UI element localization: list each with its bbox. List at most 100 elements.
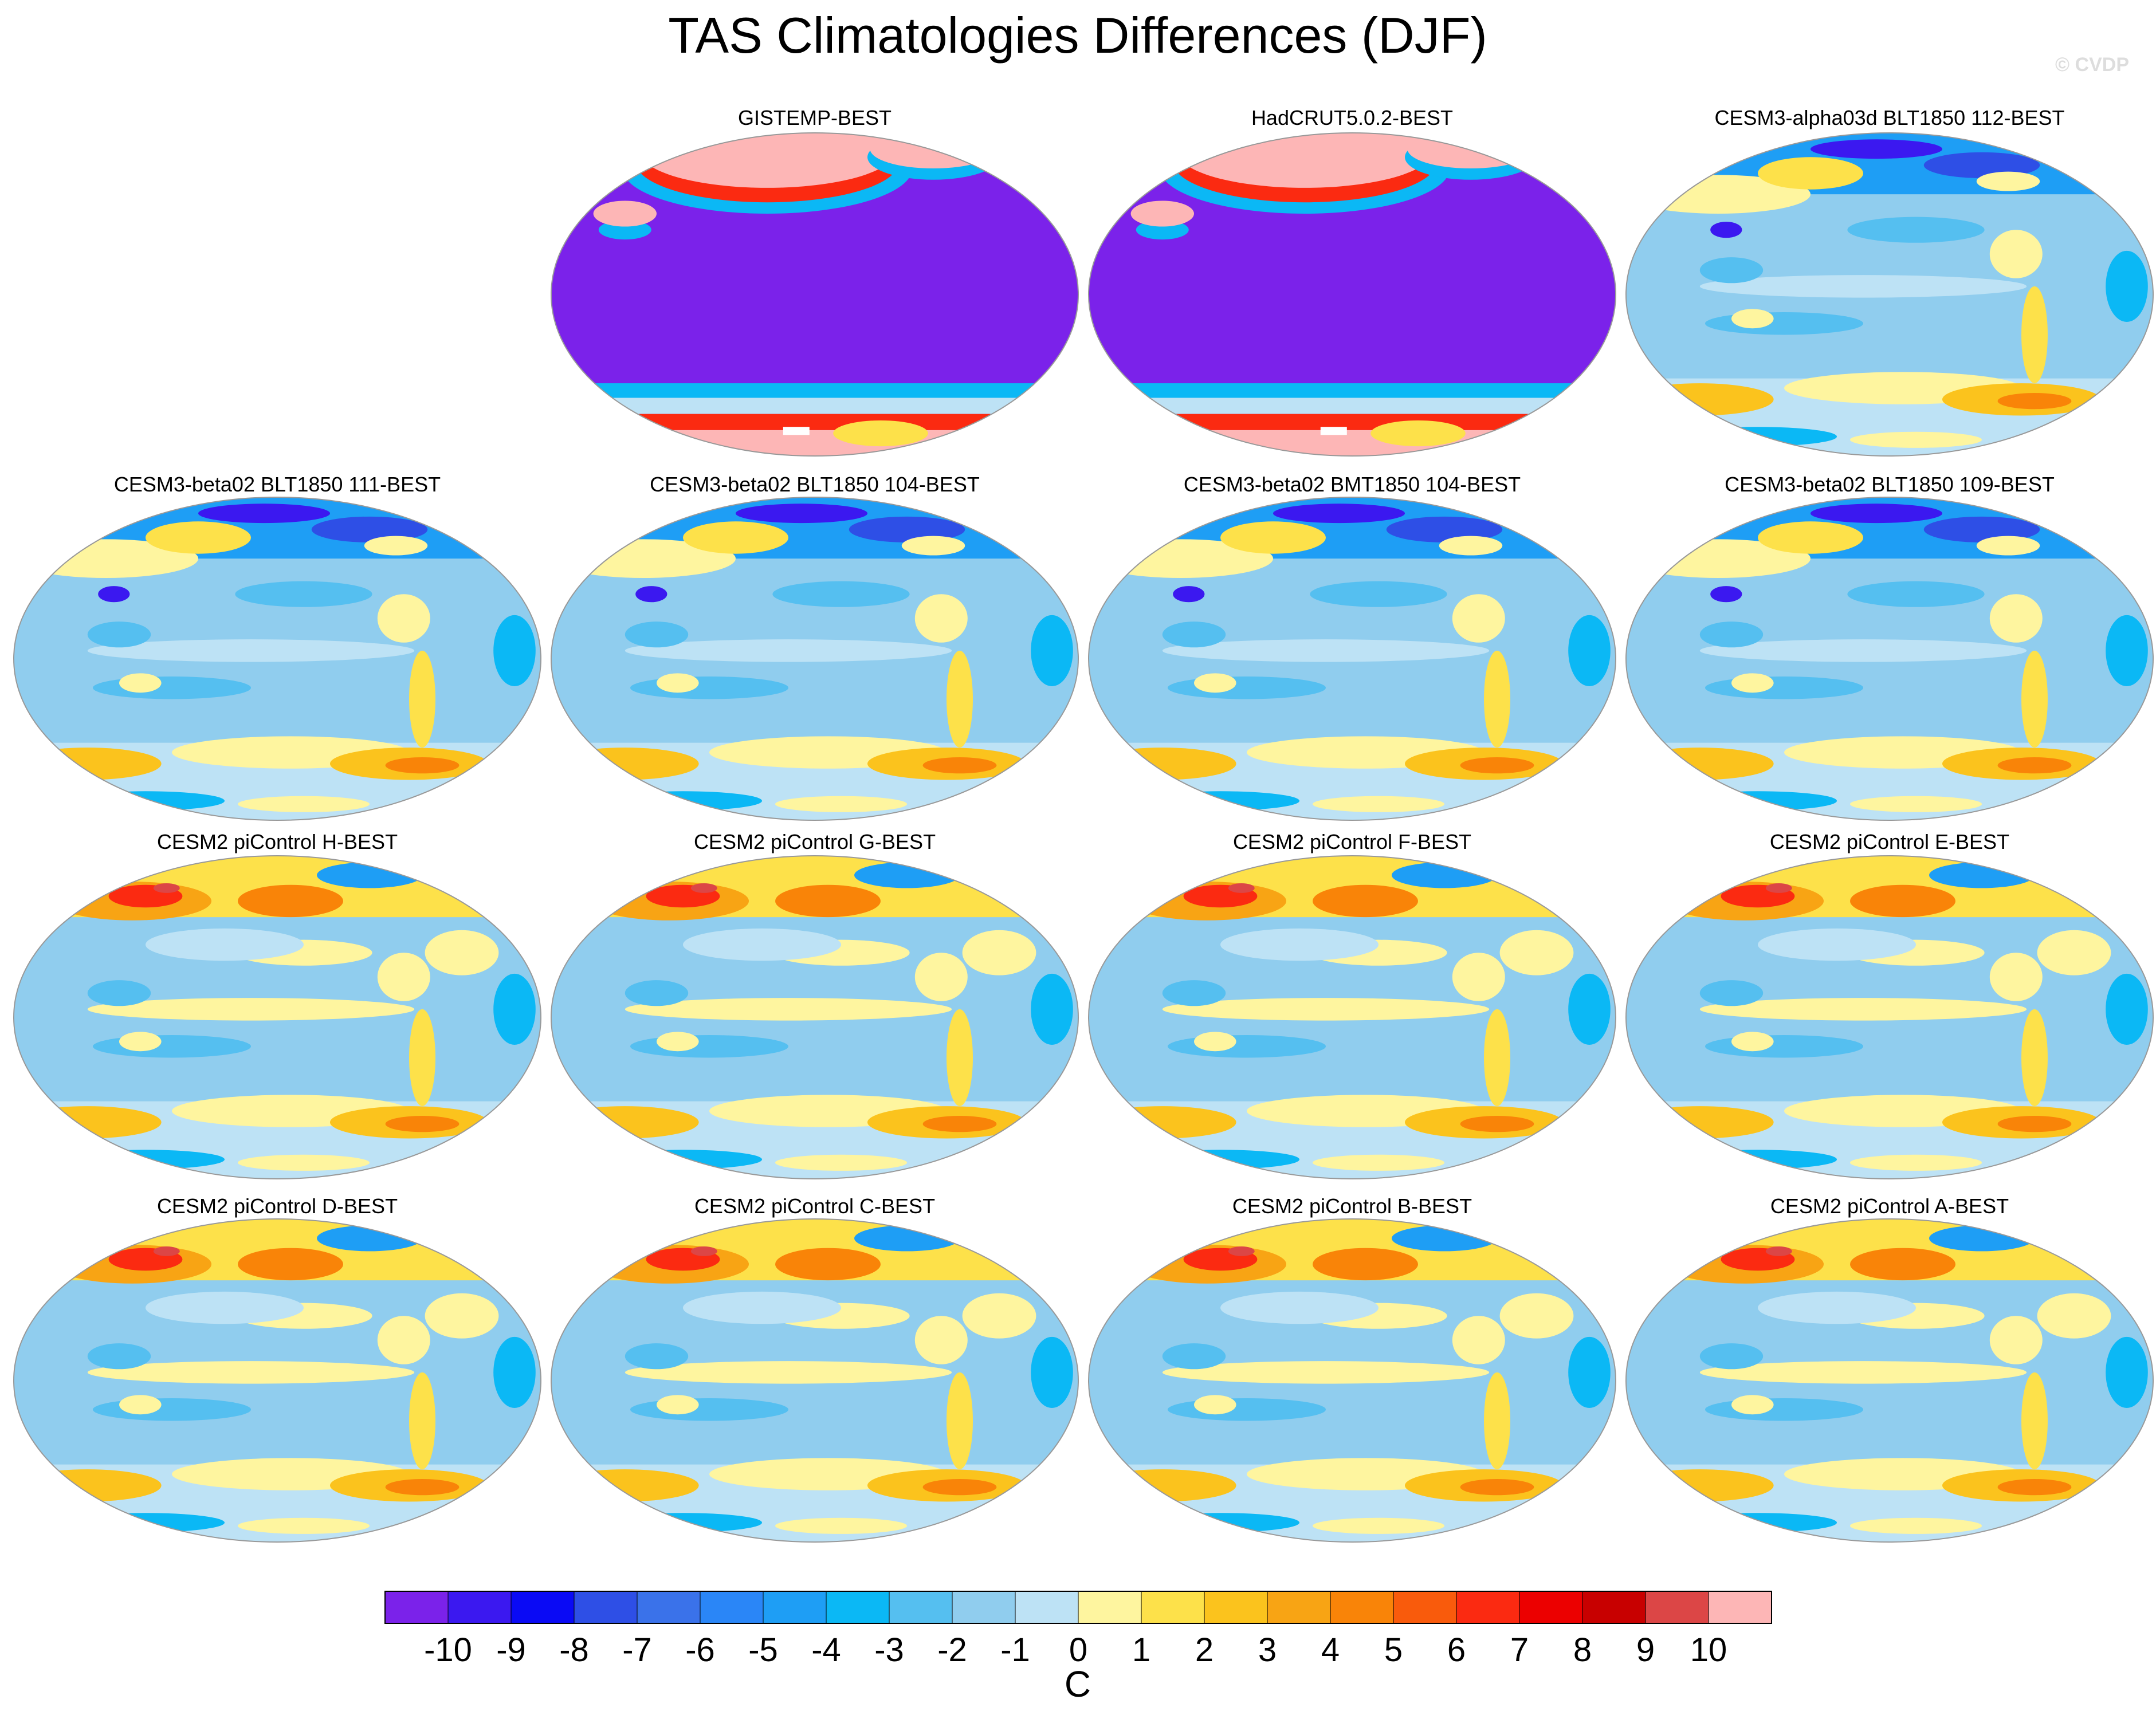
warm-diff-region xyxy=(775,1517,907,1534)
land-region xyxy=(2021,1372,2048,1470)
map-border xyxy=(1088,132,1616,457)
colorbar-tick-label: 6 xyxy=(1447,1631,1466,1669)
land-region xyxy=(2106,1336,2148,1408)
land-region xyxy=(657,1395,699,1415)
warm-diff-region xyxy=(1089,1469,1236,1502)
land-region xyxy=(1989,953,2043,1001)
map-border xyxy=(551,132,1079,457)
warm-diff-region xyxy=(1370,420,1466,447)
colorbar-swatch xyxy=(637,1591,701,1623)
warm-diff-region xyxy=(1228,883,1255,893)
land-region xyxy=(1484,1372,1510,1470)
warm-diff-region xyxy=(1850,884,1955,918)
colorbar-swatch xyxy=(1267,1591,1331,1623)
watermark: © CVDP xyxy=(2055,54,2129,76)
land-region xyxy=(2106,615,2148,686)
map-border xyxy=(551,1218,1079,1543)
warm-diff-region xyxy=(14,1469,162,1502)
cool-diff-region xyxy=(1758,928,1916,961)
land-region xyxy=(119,1395,162,1415)
ocean-band xyxy=(551,430,1078,456)
warm-diff-region xyxy=(1313,796,1444,812)
warm-diff-region xyxy=(1626,748,1774,780)
panel-title: CESM2 piControl F-BEST xyxy=(1233,830,1471,853)
equatorial-band xyxy=(1699,998,2027,1021)
cool-diff-region xyxy=(630,1035,788,1058)
warm-diff-region xyxy=(153,1246,180,1256)
land-region xyxy=(625,980,689,1006)
warm-diff-region xyxy=(1765,1246,1792,1256)
land-region xyxy=(1162,622,1226,648)
warm-diff-region xyxy=(1626,383,1774,416)
warm-diff-region xyxy=(683,521,788,554)
land-region xyxy=(119,673,162,693)
colorbar-tick-label: -2 xyxy=(937,1631,967,1669)
warm-diff-region xyxy=(1626,1106,1774,1139)
warm-diff-region xyxy=(14,748,162,780)
land-region xyxy=(1731,309,1774,329)
cool-diff-region xyxy=(93,1398,251,1421)
panel-title: CESM3-beta02 BMT1850 104-BEST xyxy=(1184,473,1521,496)
ocean-band xyxy=(551,414,1078,430)
map-border xyxy=(1625,855,2154,1179)
warm-diff-region xyxy=(775,1248,881,1281)
subtropical-band xyxy=(1847,581,1985,607)
colorbar-tick-label: -9 xyxy=(496,1631,526,1669)
land-region xyxy=(1194,1395,1236,1415)
panel-title: CESM2 piControl G-BEST xyxy=(694,830,936,853)
land-region xyxy=(1699,257,1764,284)
warm-diff-region xyxy=(238,1154,370,1171)
colorbar-tick-label: 0 xyxy=(1069,1631,1087,1669)
warm-diff-region xyxy=(922,1116,997,1132)
warm-diff-region xyxy=(425,930,499,975)
land-region xyxy=(1989,594,2043,643)
equatorial-band xyxy=(625,639,952,662)
cold-diff-region xyxy=(1710,222,1742,238)
equatorial-band xyxy=(1699,275,2027,298)
cool-diff-region xyxy=(146,928,304,961)
land-region xyxy=(657,1032,699,1052)
colorbar-tick-label: 5 xyxy=(1384,1631,1403,1669)
land-region xyxy=(2106,973,2148,1045)
cool-diff-region xyxy=(683,1291,841,1324)
map-border xyxy=(1625,132,2154,457)
warm-diff-region xyxy=(1850,1517,1982,1534)
map-panels: GISTEMP-BEST HadCRUT5.0.2-BEST CESM3-alpha… xyxy=(13,106,2154,1543)
ocean-band xyxy=(1089,383,1616,398)
land-region xyxy=(1989,1316,2043,1364)
colorbar-tick-label: 3 xyxy=(1258,1631,1277,1669)
warm-diff-region xyxy=(238,884,343,918)
no-data-gap xyxy=(783,427,810,435)
colorbar-swatch xyxy=(826,1591,890,1623)
panel-title: CESM3-beta02 BLT1850 109-BEST xyxy=(1725,473,2055,496)
cool-diff-region xyxy=(1705,1035,1863,1058)
cool-diff-region xyxy=(1679,1150,1837,1170)
warm-diff-region xyxy=(962,930,1036,975)
cool-diff-region xyxy=(604,1513,762,1533)
land-region xyxy=(2021,1009,2048,1107)
panel-title: CESM2 piControl H-BEST xyxy=(157,830,398,853)
map-panel: HadCRUT5.0.2-BEST xyxy=(1088,106,1616,457)
land-region xyxy=(914,953,968,1001)
land-region xyxy=(1162,980,1226,1006)
no-data-gap xyxy=(1320,427,1347,435)
map-panel: CESM2 piControl B-BEST xyxy=(1088,1194,1616,1543)
cold-diff-region xyxy=(736,504,867,524)
map-border xyxy=(1088,497,1616,821)
cold-diff-region xyxy=(1710,586,1742,603)
colorbar-swatch xyxy=(1078,1591,1142,1623)
warm-diff-region xyxy=(1976,171,2040,191)
map-panel: CESM2 piControl C-BEST xyxy=(551,1194,1079,1543)
land-region xyxy=(1162,1343,1226,1370)
cool-diff-region xyxy=(1705,312,1863,335)
warm-diff-region xyxy=(690,883,717,893)
land-region xyxy=(657,673,699,693)
colorbar-tick-label: 8 xyxy=(1573,1631,1592,1669)
colorbar-tick-label: -10 xyxy=(424,1631,472,1669)
map-panel: CESM3-beta02 BLT1850 109-BEST xyxy=(1625,473,2154,821)
colorbar-swatch xyxy=(1015,1591,1079,1623)
land-region xyxy=(625,1343,689,1370)
colorbar-swatch xyxy=(700,1591,764,1623)
land-region xyxy=(947,1009,973,1107)
equatorial-band xyxy=(625,998,952,1021)
